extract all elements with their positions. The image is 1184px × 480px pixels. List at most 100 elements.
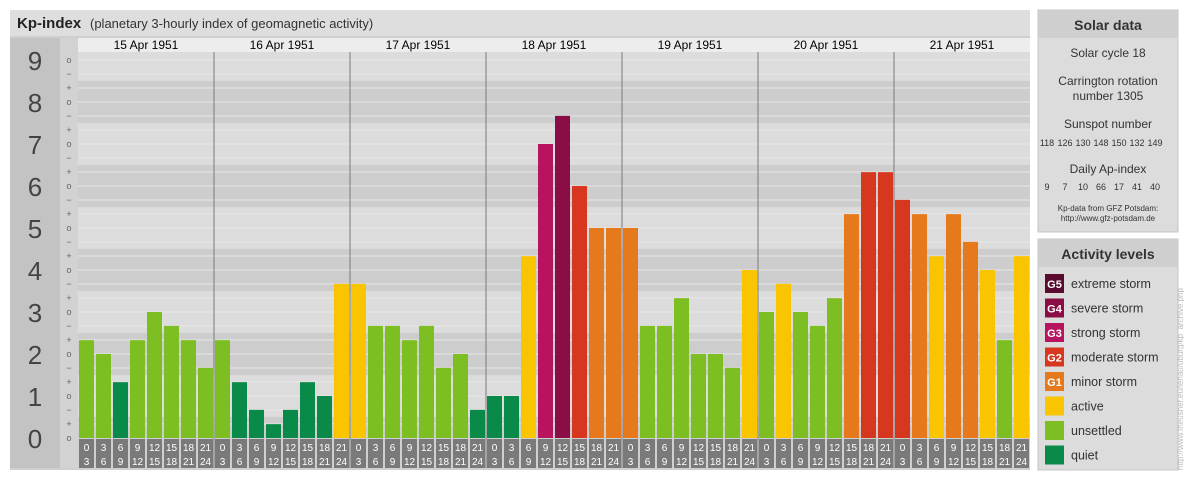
hour-box [589, 439, 604, 468]
hour-box [198, 439, 213, 468]
kp-bar [810, 325, 825, 438]
hour-box [436, 439, 451, 468]
ap-value: 10 [1078, 182, 1088, 192]
hour-start-label: 21 [608, 443, 620, 454]
hour-start-label: 3 [917, 443, 923, 454]
y-minor-label: − [66, 405, 71, 415]
hour-box [793, 439, 808, 468]
kp-bar [232, 382, 247, 438]
hour-end-label: 15 [965, 457, 977, 468]
kp-bar [997, 340, 1012, 438]
kp-bar [283, 409, 298, 438]
source-line-1: Kp-data from GFZ Potsdam: [1058, 204, 1158, 213]
sunspot-value: 126 [1057, 138, 1072, 148]
hour-start-label: 12 [285, 443, 297, 454]
y-minor-label: o [66, 181, 71, 191]
ap-value: 66 [1096, 182, 1106, 192]
band-0 [78, 417, 1030, 438]
hour-start-label: 9 [815, 443, 821, 454]
kp-bar [164, 325, 179, 438]
y-axis-panel [10, 38, 60, 468]
hour-box [266, 439, 281, 468]
day-label: 17 Apr 1951 [386, 38, 451, 52]
chart-subtitle: (planetary 3-hourly index of geomagnetic… [90, 16, 373, 31]
hour-start-label: 6 [526, 443, 532, 454]
kp-bar [912, 214, 927, 438]
day-header-strip [78, 38, 1030, 52]
hour-start-label: 9 [271, 443, 277, 454]
y-minor-label: − [66, 69, 71, 79]
hour-start-label: 9 [135, 443, 141, 454]
hour-end-label: 21 [455, 457, 467, 468]
hour-box [368, 439, 383, 468]
hour-box [742, 439, 757, 468]
hour-end-label: 12 [132, 457, 144, 468]
hour-box [487, 439, 502, 468]
hour-end-label: 24 [880, 457, 892, 468]
kp-bar [793, 312, 808, 438]
hour-start-label: 9 [407, 443, 413, 454]
y-minor-label: o [66, 97, 71, 107]
hour-end-label: 12 [540, 457, 552, 468]
kp-bar [572, 186, 587, 438]
y-minor-label: + [66, 419, 71, 429]
solar-panel [1037, 9, 1179, 233]
hour-start-label: 18 [727, 443, 739, 454]
sunspot-label: Sunspot number [1064, 117, 1152, 131]
kp-bar [402, 340, 417, 438]
kp-bar [385, 325, 400, 438]
kp-bar [878, 172, 893, 438]
hour-end-label: 9 [118, 457, 124, 468]
y-minor-label: + [66, 335, 71, 345]
hour-box [453, 439, 468, 468]
hour-box [844, 439, 859, 468]
hour-start-label: 3 [509, 443, 515, 454]
legend-swatch [1045, 323, 1064, 342]
sunspot-value: 118 [1040, 138, 1054, 148]
hour-box [555, 439, 570, 468]
hour-start-label: 3 [373, 443, 379, 454]
hour-start-label: 15 [302, 443, 314, 454]
hour-box [385, 439, 400, 468]
hour-end-label: 9 [934, 457, 940, 468]
hour-end-label: 15 [557, 457, 569, 468]
hour-end-label: 21 [319, 457, 331, 468]
hour-box [164, 439, 179, 468]
chart-title: Kp-index [17, 15, 82, 32]
kp-bar [555, 115, 570, 439]
kp-bar [759, 312, 774, 438]
hour-end-label: 9 [662, 457, 668, 468]
hour-box [300, 439, 315, 468]
y-minor-label: o [66, 223, 71, 233]
y-minor-label: o [66, 55, 71, 65]
y-tick-label: 5 [28, 214, 42, 244]
hour-box [640, 439, 655, 468]
hour-end-label: 12 [676, 457, 688, 468]
hour-box [96, 439, 111, 468]
hour-end-label: 18 [302, 457, 314, 468]
activity-header: Activity levels [1061, 246, 1155, 262]
kp-bar [963, 241, 978, 438]
hour-end-label: 18 [166, 457, 178, 468]
kp-bar [317, 396, 332, 438]
hour-start-label: 3 [645, 443, 651, 454]
hour-start-label: 12 [829, 443, 841, 454]
legend-swatch [1045, 372, 1064, 391]
hour-start-label: 18 [863, 443, 875, 454]
hour-end-label: 15 [693, 457, 705, 468]
sunspot-value: 150 [1111, 138, 1126, 148]
y-tick-label: 1 [28, 382, 42, 412]
sunspot-value: 130 [1075, 138, 1090, 148]
hour-box [181, 439, 196, 468]
ap-value: 9 [1044, 182, 1049, 192]
kp-bar [895, 199, 910, 438]
hour-end-label: 24 [472, 457, 484, 468]
hour-start-label: 15 [710, 443, 722, 454]
kp-bar [266, 424, 281, 438]
hour-box [283, 439, 298, 468]
hour-end-label: 21 [999, 457, 1011, 468]
kp-bar [79, 340, 94, 438]
hour-start-label: 12 [557, 443, 569, 454]
hour-end-label: 3 [764, 457, 770, 468]
hour-end-label: 21 [727, 457, 739, 468]
